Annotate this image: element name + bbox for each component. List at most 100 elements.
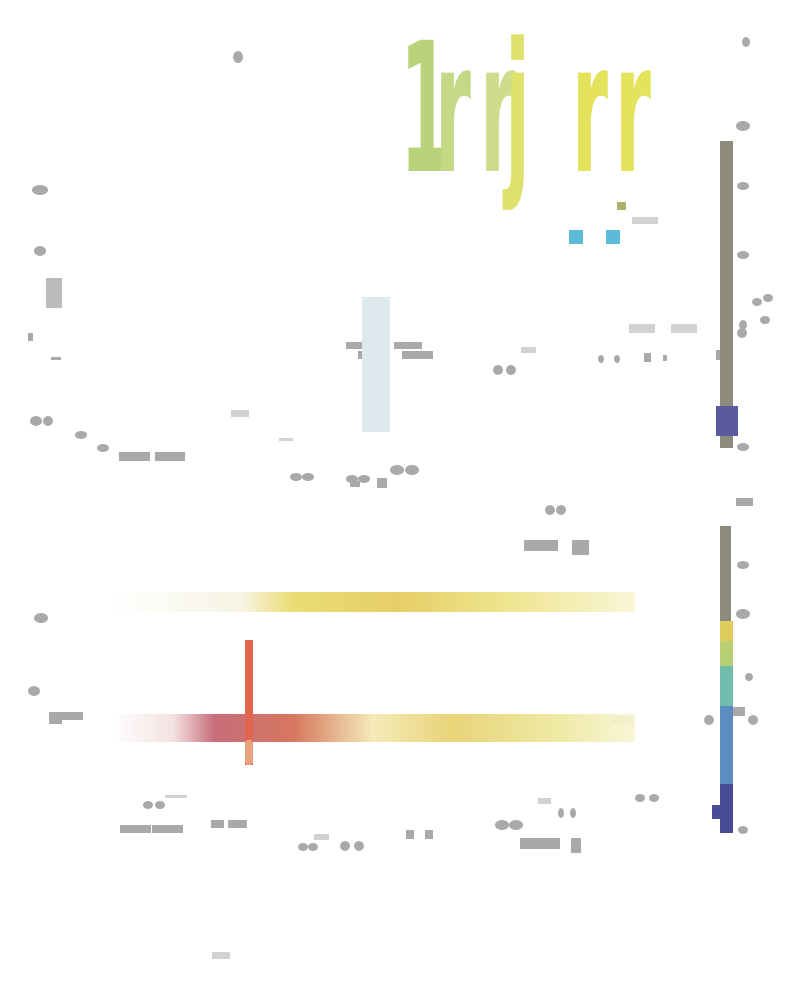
decor-bar-8 — [394, 342, 422, 349]
decor-dot-45 — [737, 328, 747, 338]
decor-dot-16 — [556, 505, 566, 515]
decor-dot-12 — [405, 465, 419, 475]
decor-dot-39 — [736, 121, 750, 131]
heat-strip-1 — [110, 592, 635, 612]
decor-bar-15 — [671, 324, 697, 333]
decor-dot-14 — [506, 365, 516, 375]
decor-bar-29 — [228, 820, 247, 828]
decor-bar-6 — [279, 438, 293, 441]
colorbar-top-highlight — [716, 406, 738, 436]
decor-dot-30 — [649, 794, 659, 802]
decor-bar-33 — [538, 798, 551, 804]
decor-bar-5 — [231, 410, 249, 417]
decor-dot-24 — [354, 841, 364, 851]
colorbar-bottom-seg3 — [720, 641, 733, 666]
title-glyph-3: j — [505, 5, 530, 214]
decor-dot-37 — [737, 251, 749, 259]
title-glyph-1: r — [435, 5, 471, 214]
marker-line — [245, 640, 253, 765]
decor-bar-10 — [402, 351, 433, 359]
blue-marker-2 — [606, 230, 620, 244]
decor-bar-28 — [211, 820, 224, 828]
decor-bar-11 — [350, 481, 360, 487]
title-glyph-0: 1 — [400, 5, 451, 214]
decor-bar-21 — [572, 540, 589, 555]
decor-bar-34 — [520, 838, 560, 849]
decor-dot-1 — [32, 185, 48, 195]
decor-bar-31 — [406, 830, 414, 839]
decor-bar-20 — [524, 540, 558, 551]
decor-dot-36 — [737, 443, 749, 451]
decor-dot-23 — [340, 841, 350, 851]
blue-marker-1 — [569, 230, 583, 244]
olive-marker — [617, 202, 626, 210]
decor-dot-13 — [493, 365, 503, 375]
plot-decorations — [28, 37, 773, 959]
decor-dot-28 — [570, 808, 576, 818]
colorbar-top — [720, 141, 733, 448]
decor-bar-3 — [119, 452, 150, 461]
decor-dot-4 — [43, 416, 53, 426]
highlight-band — [362, 297, 390, 432]
decor-dot-44 — [739, 320, 747, 330]
decor-bar-37 — [729, 707, 745, 716]
decor-dot-35 — [736, 609, 750, 619]
decor-bar-24 — [58, 712, 83, 720]
decor-dot-6 — [97, 444, 109, 452]
decor-dot-8 — [302, 473, 314, 481]
colorbar-bottom-seg5 — [720, 706, 733, 784]
decor-bar-16 — [632, 217, 658, 224]
colorbar-bottom-seg6 — [720, 784, 733, 833]
decor-dot-17 — [34, 613, 48, 623]
colorbar-bottom-seg2 — [720, 621, 733, 641]
decor-bar-4 — [155, 452, 185, 461]
decor-bar-27 — [152, 825, 183, 833]
decor-dot-20 — [155, 801, 165, 809]
decor-dot-43 — [760, 316, 770, 324]
decor-bar-22 — [736, 498, 753, 506]
decor-dot-40 — [742, 37, 750, 47]
decor-dot-41 — [752, 298, 762, 306]
decor-bar-7 — [346, 342, 374, 349]
title-glyph-2: r — [480, 5, 516, 214]
decor-dot-2 — [34, 246, 46, 256]
decor-dot-19 — [143, 801, 153, 809]
decor-dot-21 — [298, 843, 308, 851]
decor-dot-49 — [745, 673, 753, 681]
decor-dot-0 — [233, 51, 243, 63]
decor-bar-35 — [571, 838, 581, 853]
decor-dot-25 — [495, 820, 509, 830]
title-glyph-4: r — [572, 5, 608, 214]
decor-dot-27 — [558, 808, 564, 818]
decor-dot-31 — [704, 715, 714, 725]
decor-dot-18 — [28, 686, 40, 696]
decor-bar-25 — [165, 795, 187, 798]
decor-dot-3 — [30, 416, 42, 426]
decor-dot-7 — [290, 473, 302, 481]
decor-bar-38 — [212, 952, 230, 959]
colorbar-bottom-seg1 — [720, 526, 731, 621]
marker-line-tip — [245, 740, 253, 765]
decor-bar-14 — [629, 324, 655, 333]
colorbar-bottom-tab — [712, 805, 722, 819]
title-glyph-5: r — [615, 5, 651, 214]
decor-bar-26 — [120, 825, 151, 833]
decor-dot-10 — [358, 475, 370, 483]
decor-bar-30 — [314, 834, 329, 840]
decor-dot-15 — [545, 505, 555, 515]
decor-bar-0 — [46, 278, 62, 308]
decor-bar-2 — [28, 333, 33, 341]
decor-bar-32 — [425, 830, 433, 839]
decor-dot-34 — [737, 561, 749, 569]
decor-dot-38 — [737, 182, 749, 190]
decor-dot-46 — [598, 355, 604, 363]
decor-dot-32 — [748, 715, 758, 725]
decor-dot-33 — [738, 826, 748, 834]
heat-strip-2 — [110, 714, 635, 742]
colorbar-bottom-seg4 — [720, 666, 733, 706]
decor-bar-17 — [644, 353, 651, 362]
decor-dot-26 — [509, 820, 523, 830]
decor-bar-18 — [663, 355, 667, 361]
